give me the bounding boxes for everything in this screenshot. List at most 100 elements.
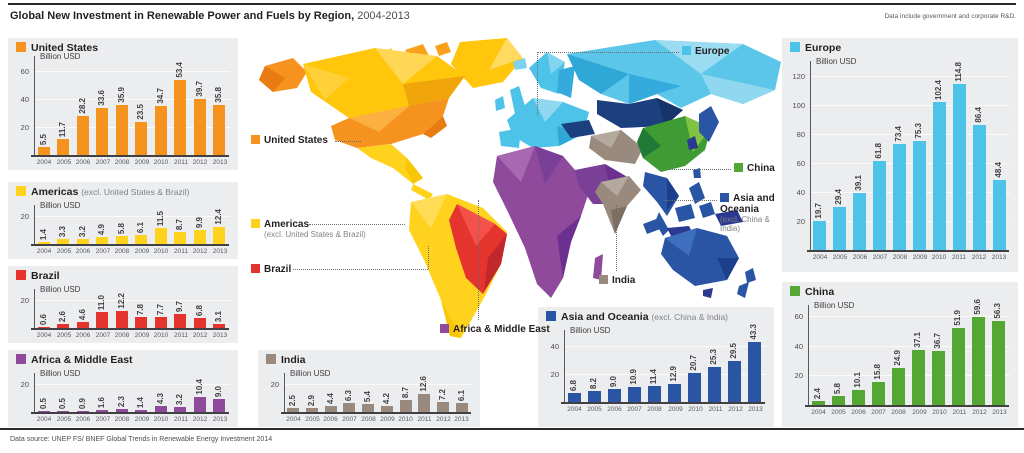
y-tick-label: 20 <box>270 380 279 389</box>
gridline <box>809 346 1010 347</box>
chart-header-asia-and-oceania: Asia and Oceania (excl. China & India) <box>546 311 728 323</box>
x-tick-label: 2013 <box>991 254 1007 261</box>
bar-2004 <box>568 393 581 402</box>
bar-value-label: 6.3 <box>343 389 353 401</box>
x-tick-label: 2008 <box>361 416 376 423</box>
bar-2010 <box>155 317 167 328</box>
bar-value-label: 3.2 <box>77 225 87 237</box>
x-tick-label: 2008 <box>891 409 906 416</box>
x-tick-label: 2010 <box>398 416 413 423</box>
bar-value-label: 11.4 <box>649 368 658 384</box>
y-tick-label: 40 <box>20 95 29 104</box>
chart-header-africa-middle-east: Africa & Middle East <box>16 354 133 366</box>
bar-2011 <box>418 394 430 412</box>
x-tick-label: 2005 <box>305 416 320 423</box>
bar-2012 <box>194 318 206 328</box>
gridline <box>285 384 472 385</box>
bar-2006 <box>77 239 89 244</box>
bar-value-label: 0.6 <box>38 313 48 325</box>
bar-value-label: 36.7 <box>933 333 942 349</box>
bar-2008 <box>116 409 128 412</box>
y-axis <box>34 373 35 412</box>
bar-2012 <box>194 99 206 155</box>
x-tick-label: 2013 <box>212 159 228 166</box>
bar-2006 <box>77 411 89 412</box>
x-tick-label: 2007 <box>871 409 886 416</box>
gridline <box>811 163 1010 164</box>
bar-value-label: 53.4 <box>174 62 184 78</box>
bar-value-label: 35.9 <box>116 87 126 103</box>
bar-value-label: 10.4 <box>194 379 204 395</box>
legend-swatch-asia-and-oceania <box>546 311 556 321</box>
bar-2013 <box>213 227 225 244</box>
bar-2008 <box>362 404 374 412</box>
x-tick-label: 2008 <box>114 248 130 255</box>
y-tick-label: 40 <box>550 342 559 351</box>
x-tick-label: 2011 <box>174 332 188 339</box>
y-tick-label: 20 <box>550 370 559 379</box>
bar-2012 <box>437 402 449 412</box>
x-tick-label: 2005 <box>56 159 72 166</box>
x-tick-label: 2005 <box>56 248 72 255</box>
bar-value-label: 6.8 <box>194 304 204 316</box>
bar-2006 <box>853 193 866 250</box>
map-label-americas-sub: (excl. United States & Brazil) <box>264 230 366 239</box>
bar-2004 <box>38 327 50 328</box>
x-tick-label: 2010 <box>153 332 169 339</box>
bar-value-label: 9.9 <box>194 216 204 228</box>
x-tick-label: 2009 <box>134 159 150 166</box>
bar-2013 <box>213 324 225 328</box>
bar-2011 <box>953 84 966 250</box>
region-india <box>595 176 641 234</box>
bar-value-label: 33.6 <box>96 90 106 106</box>
bar-value-label: 15.8 <box>873 364 882 380</box>
bar-2005 <box>588 391 601 402</box>
y-axis <box>34 289 35 328</box>
gridline <box>35 99 230 100</box>
legend-swatch-americas <box>251 219 260 228</box>
map-label-india: India <box>599 275 635 286</box>
gridline <box>811 134 1010 135</box>
region-russia-north-asia <box>567 40 781 108</box>
y-axis <box>34 56 35 155</box>
region-southeast-asia-oceania <box>643 106 756 298</box>
bar-value-label: 0.9 <box>77 397 87 409</box>
x-tick-label: 2011 <box>174 248 188 255</box>
bar-value-label: 3.3 <box>57 225 67 237</box>
axis-unit-label: Billion USD <box>814 301 855 310</box>
bar-2007 <box>872 382 885 405</box>
bar-value-label: 4.4 <box>325 392 335 404</box>
x-tick-label: 2012 <box>728 406 743 413</box>
x-tick-label: 2010 <box>931 254 947 261</box>
x-tick-label: 2010 <box>932 409 947 416</box>
x-tick-label: 2009 <box>134 416 150 423</box>
x-tick-label: 2006 <box>323 416 338 423</box>
bar-value-label: 7.8 <box>135 303 145 315</box>
bar-2007 <box>873 161 886 250</box>
bar-2010 <box>933 102 946 250</box>
leader-europe-v <box>537 52 538 115</box>
bar-2012 <box>972 317 985 405</box>
x-tick-label: 2010 <box>688 406 703 413</box>
x-axis <box>807 250 1009 252</box>
panel-brazil: Brazil Billion USD 20 0.6 2004 2.6 2005 4.6 2006… <box>8 266 238 343</box>
bar-2009 <box>135 410 147 412</box>
bar-value-label: 37.1 <box>913 332 922 348</box>
x-tick-label: 2005 <box>587 406 602 413</box>
x-tick-label: 2006 <box>607 406 622 413</box>
chart-header-americas: Americas (excl. United States & Brazil) <box>16 186 189 198</box>
x-tick-label: 2007 <box>95 159 111 166</box>
legend-swatch-europe <box>682 46 691 55</box>
y-tick-label: 20 <box>20 296 29 305</box>
bar-value-label: 24.9 <box>893 350 902 366</box>
leader-china <box>669 169 731 170</box>
bar-2012 <box>194 397 206 412</box>
bar-value-label: 51.9 <box>953 310 962 326</box>
legend-swatch-brazil <box>251 264 260 273</box>
bar-2013 <box>748 342 761 402</box>
x-tick-label: 2009 <box>912 409 927 416</box>
gridline <box>811 105 1010 106</box>
gridline <box>35 300 230 301</box>
bar-2007 <box>343 403 355 412</box>
bar-2009 <box>135 317 147 328</box>
